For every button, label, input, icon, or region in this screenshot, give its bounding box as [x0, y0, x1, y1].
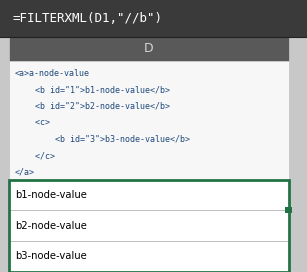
Bar — [9, 241, 289, 272]
Bar — [285, 207, 292, 213]
Text: </a>: </a> — [15, 168, 35, 177]
Bar — [9, 180, 289, 272]
Text: D: D — [144, 42, 154, 55]
Text: </c>: </c> — [15, 151, 55, 160]
Text: =FILTERXML(D1,"//b"): =FILTERXML(D1,"//b") — [12, 12, 162, 25]
Text: <b id="3">b3-node-value</b>: <b id="3">b3-node-value</b> — [15, 135, 190, 144]
Text: <b id="2">b2-node-value</b>: <b id="2">b2-node-value</b> — [15, 102, 170, 111]
Text: b3-node-value: b3-node-value — [15, 251, 87, 261]
Text: b1-node-value: b1-node-value — [15, 190, 87, 200]
Text: <c>: <c> — [15, 118, 50, 127]
Text: <a>a-node-value: <a>a-node-value — [15, 69, 90, 78]
Text: <b id="1">b1-node-value</b>: <b id="1">b1-node-value</b> — [15, 85, 170, 94]
Bar — [0, 0, 307, 37]
Text: b2-node-value: b2-node-value — [15, 221, 87, 231]
Bar — [9, 61, 289, 180]
Bar — [9, 180, 289, 210]
Bar — [9, 210, 289, 241]
Bar — [9, 37, 289, 61]
